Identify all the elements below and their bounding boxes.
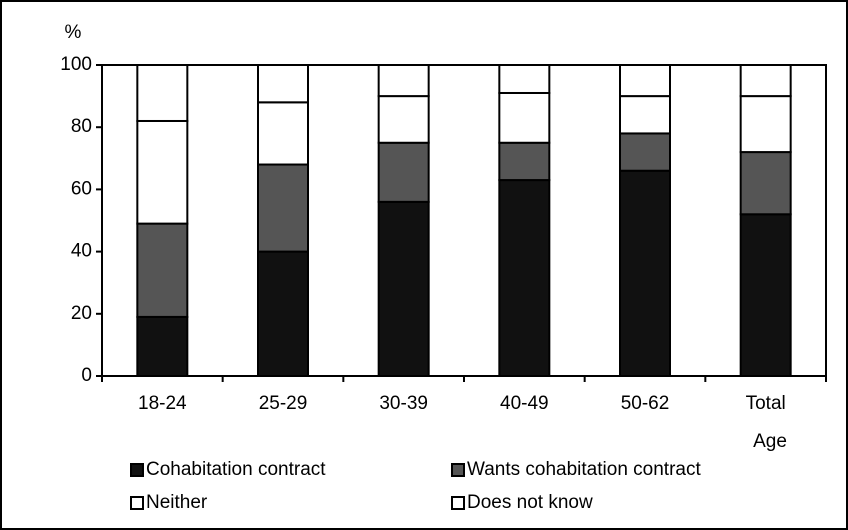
legend-swatch: [130, 463, 144, 477]
bar-segment: [257, 250, 309, 378]
x-tick-label: 40-49: [500, 393, 549, 414]
bar-segment: [136, 222, 189, 318]
bar-segment: [377, 200, 430, 377]
bar-segment: [377, 141, 430, 203]
y-tick-label: 40: [71, 241, 92, 262]
x-tick-label: Total: [746, 393, 786, 414]
bar-segment: [257, 64, 309, 104]
y-tick-label: 0: [81, 365, 92, 386]
bar-segment: [619, 132, 671, 172]
y-tick-label: 100: [60, 54, 92, 75]
y-tick-label: 20: [71, 303, 92, 324]
bar-segment: [136, 315, 189, 378]
bar-segment: [498, 91, 551, 144]
bar-segment: [739, 95, 792, 154]
bar-segment: [257, 163, 309, 253]
bar-segment: [619, 95, 671, 135]
legend-swatch: [451, 496, 465, 510]
bar-segment: [498, 64, 551, 94]
bar-segment: [739, 213, 792, 377]
legend-swatch: [130, 496, 144, 510]
bar-segment: [257, 101, 309, 166]
bar-segment: [377, 64, 430, 98]
y-axis-label: %: [65, 22, 82, 43]
bar-segment: [739, 64, 792, 98]
legend-label: Cohabitation contract: [146, 459, 326, 480]
legend-swatch: [451, 463, 465, 477]
bar-segment: [377, 95, 430, 144]
x-axis-label: Age: [753, 431, 787, 452]
bar-segment: [498, 179, 551, 377]
bar-segment: [739, 151, 792, 216]
x-tick-label: 50-62: [621, 393, 670, 414]
y-tick-label: 60: [71, 178, 92, 199]
legend-label: Does not know: [467, 492, 593, 513]
x-tick-label: 30-39: [379, 393, 428, 414]
x-tick-label: 18-24: [138, 393, 187, 414]
legend-label: Wants cohabitation contract: [467, 459, 701, 480]
bar-segment: [498, 141, 551, 182]
bar-segment: [136, 64, 189, 122]
bar-segment: [619, 169, 671, 377]
y-tick-label: 80: [71, 116, 92, 137]
bar-segment: [619, 64, 671, 98]
legend-label: Neither: [146, 492, 208, 513]
bar-segment: [136, 119, 189, 225]
x-tick-label: 25-29: [259, 393, 308, 414]
